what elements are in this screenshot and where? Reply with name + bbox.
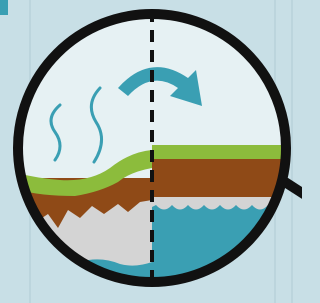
page — [0, 0, 302, 303]
corner-tab — [0, 0, 8, 15]
grass-right — [152, 145, 302, 159]
illustration — [0, 0, 302, 303]
